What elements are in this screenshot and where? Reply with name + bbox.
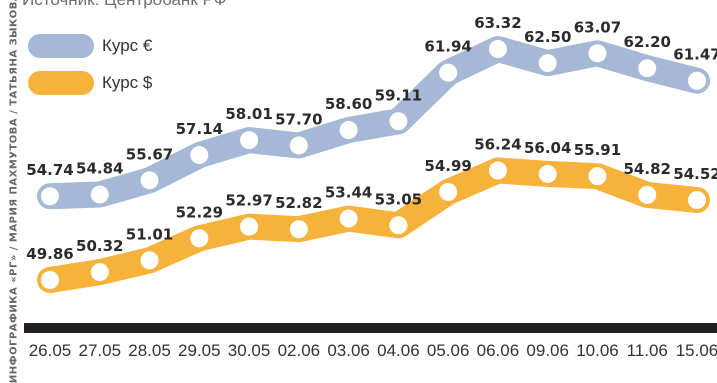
x-tick-label: 30.05 <box>228 341 271 357</box>
data-point-euro <box>638 59 657 78</box>
x-tick-label: 27.05 <box>78 341 121 357</box>
data-point-euro <box>488 40 507 58</box>
data-point-euro <box>389 112 408 131</box>
x-tick-label: 06.06 <box>477 341 520 357</box>
data-label-dollar: 53.05 <box>375 190 422 208</box>
data-label-dollar: 54.82 <box>624 160 671 178</box>
data-point-euro <box>41 187 59 206</box>
data-label-euro: 63.07 <box>574 18 621 36</box>
data-label-dollar: 52.82 <box>275 194 322 212</box>
source-note: Источник: Центробанк РФ <box>22 0 227 10</box>
data-point-dollar <box>41 271 59 289</box>
data-point-dollar <box>538 164 557 183</box>
x-tick-label: 04.06 <box>377 341 420 357</box>
data-label-dollar: 56.04 <box>524 139 571 157</box>
data-point-euro <box>588 44 607 63</box>
data-point-euro <box>90 185 109 204</box>
data-point-euro <box>688 71 706 90</box>
data-label-euro: 58.01 <box>225 105 272 123</box>
legend-label-dollar: Курс $ <box>102 73 153 92</box>
x-tick-label: 28.05 <box>128 341 171 357</box>
x-tick-label: 11.06 <box>627 341 668 357</box>
data-point-euro <box>538 54 557 73</box>
data-point-dollar <box>439 182 458 201</box>
x-tick-label: 15.06 <box>676 341 717 357</box>
data-point-dollar <box>688 191 706 210</box>
x-tick-label: 05.06 <box>427 341 470 357</box>
data-point-dollar <box>289 220 308 239</box>
data-point-dollar <box>190 229 209 248</box>
data-label-euro: 62.20 <box>624 33 671 51</box>
x-tick-label: 09.06 <box>526 341 569 357</box>
x-tick-label: 10.06 <box>576 341 619 357</box>
x-tick-label: 03.06 <box>327 341 370 357</box>
x-axis-bar <box>24 323 717 333</box>
data-point-euro <box>240 131 259 150</box>
x-tick-label: 02.06 <box>278 341 321 357</box>
data-point-euro <box>289 136 308 155</box>
exchange-rate-chart: 26.05 27.05 28.05 29.05 30.05 02.06 03.06 04.06… <box>24 14 717 357</box>
data-label-euro: 63.32 <box>474 14 521 32</box>
data-point-euro <box>140 171 159 190</box>
data-point-euro <box>439 63 458 82</box>
data-point-dollar <box>90 263 109 282</box>
data-label-dollar: 55.91 <box>574 141 621 159</box>
data-label-euro: 59.11 <box>375 86 422 104</box>
data-label-dollar: 49.86 <box>26 245 73 263</box>
data-label-euro: 61.47 <box>673 46 717 64</box>
data-point-dollar <box>339 209 358 228</box>
x-tick-label: 26.05 <box>29 341 72 357</box>
data-label-euro: 54.74 <box>26 161 73 179</box>
data-label-dollar: 52.29 <box>176 203 223 221</box>
data-point-dollar <box>240 217 259 236</box>
data-point-dollar <box>488 161 507 180</box>
data-point-dollar <box>588 167 607 186</box>
data-label-dollar: 50.32 <box>76 237 123 255</box>
data-point-euro <box>190 146 209 165</box>
data-label-dollar: 54.52 <box>673 165 717 183</box>
data-point-dollar <box>638 185 657 204</box>
legend-swatch-euro <box>28 34 94 58</box>
data-point-euro <box>339 121 358 140</box>
data-label-dollar: 52.97 <box>225 192 272 210</box>
data-label-euro: 57.14 <box>176 120 223 138</box>
data-point-dollar <box>140 251 159 270</box>
data-label-euro: 55.67 <box>126 145 173 163</box>
data-label-dollar: 54.99 <box>424 157 471 175</box>
data-label-dollar: 56.24 <box>474 136 521 154</box>
data-label-euro: 61.94 <box>424 38 471 56</box>
x-tick-label: 29.05 <box>178 341 221 357</box>
legend-label-euro: Курс € <box>102 36 153 55</box>
data-label-dollar: 53.44 <box>325 184 372 202</box>
data-label-euro: 57.70 <box>275 110 322 128</box>
data-point-dollar <box>389 216 408 235</box>
legend-swatch-dollar <box>28 71 94 95</box>
data-label-euro: 54.84 <box>76 160 123 178</box>
data-label-dollar: 51.01 <box>126 225 173 243</box>
data-label-euro: 58.60 <box>325 95 372 113</box>
data-label-euro: 62.50 <box>524 28 571 46</box>
